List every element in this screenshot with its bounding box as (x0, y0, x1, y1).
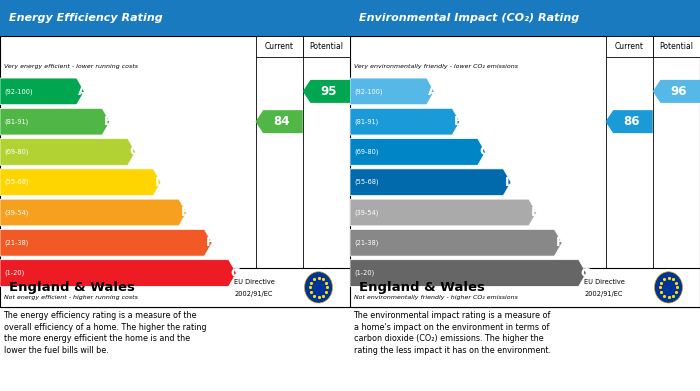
Polygon shape (350, 78, 434, 105)
Text: B: B (454, 115, 463, 128)
Polygon shape (350, 139, 486, 165)
Circle shape (654, 272, 682, 303)
Text: 95: 95 (321, 85, 337, 98)
Text: (55-68): (55-68) (4, 179, 29, 185)
Text: Current: Current (265, 42, 293, 51)
Polygon shape (0, 169, 161, 196)
Polygon shape (302, 80, 350, 103)
Text: England & Wales: England & Wales (358, 281, 484, 294)
Text: (1-20): (1-20) (4, 270, 25, 276)
Polygon shape (350, 199, 536, 226)
Text: (69-80): (69-80) (4, 149, 29, 155)
Text: (1-20): (1-20) (354, 270, 374, 276)
Text: B: B (104, 115, 113, 128)
Polygon shape (0, 108, 110, 135)
Bar (350, 0, 700, 36)
Text: (81-91): (81-91) (354, 118, 379, 125)
Polygon shape (350, 230, 562, 256)
Polygon shape (0, 78, 84, 105)
Text: (92-100): (92-100) (354, 88, 383, 95)
Polygon shape (652, 80, 700, 103)
Bar (0, 268, 350, 307)
Text: 2002/91/EC: 2002/91/EC (584, 291, 623, 298)
Bar (0, 36, 350, 307)
Text: (55-68): (55-68) (354, 179, 379, 185)
Bar (0, 0, 350, 36)
Text: Very energy efficient - lower running costs: Very energy efficient - lower running co… (4, 65, 137, 69)
Text: G: G (230, 267, 241, 280)
Text: (81-91): (81-91) (4, 118, 29, 125)
Text: 2002/91/EC: 2002/91/EC (234, 291, 273, 298)
Text: Not environmentally friendly - higher CO₂ emissions: Not environmentally friendly - higher CO… (354, 295, 517, 300)
Text: Environmental Impact (CO₂) Rating: Environmental Impact (CO₂) Rating (358, 13, 579, 23)
Polygon shape (350, 260, 587, 286)
Polygon shape (0, 199, 186, 226)
Text: (21-38): (21-38) (354, 240, 379, 246)
Text: Potential: Potential (659, 42, 694, 51)
Text: (39-54): (39-54) (354, 209, 379, 216)
Circle shape (304, 272, 332, 303)
Text: E: E (181, 206, 189, 219)
Text: C: C (130, 145, 139, 158)
Text: (69-80): (69-80) (354, 149, 379, 155)
Text: 96: 96 (671, 85, 687, 98)
Bar (606, 36, 652, 57)
Bar (302, 36, 350, 57)
Bar (652, 36, 700, 57)
Text: England & Wales: England & Wales (8, 281, 134, 294)
Polygon shape (606, 110, 652, 133)
Text: (21-38): (21-38) (4, 240, 29, 246)
Text: C: C (480, 145, 489, 158)
Text: A: A (428, 85, 438, 98)
Text: Current: Current (615, 42, 643, 51)
Text: The energy efficiency rating is a measure of the
overall efficiency of a home. T: The energy efficiency rating is a measur… (4, 311, 206, 355)
Text: Not energy efficient - higher running costs: Not energy efficient - higher running co… (4, 295, 137, 300)
Text: (92-100): (92-100) (4, 88, 33, 95)
Text: EU Directive: EU Directive (584, 278, 625, 285)
Text: The environmental impact rating is a measure of
a home's impact on the environme: The environmental impact rating is a mea… (354, 311, 551, 355)
Text: F: F (556, 236, 565, 249)
Polygon shape (0, 260, 237, 286)
Text: D: D (155, 176, 165, 189)
Text: EU Directive: EU Directive (234, 278, 275, 285)
Polygon shape (350, 169, 511, 196)
Text: F: F (206, 236, 215, 249)
Polygon shape (350, 108, 460, 135)
Text: G: G (580, 267, 591, 280)
Text: D: D (505, 176, 515, 189)
Bar (350, 268, 700, 307)
Text: 86: 86 (623, 115, 640, 128)
Polygon shape (0, 230, 212, 256)
Bar (256, 36, 302, 57)
Bar (350, 36, 700, 307)
Text: Very environmentally friendly - lower CO₂ emissions: Very environmentally friendly - lower CO… (354, 65, 517, 69)
Text: Potential: Potential (309, 42, 344, 51)
Text: A: A (78, 85, 88, 98)
Polygon shape (0, 139, 136, 165)
Text: Energy Efficiency Rating: Energy Efficiency Rating (8, 13, 162, 23)
Text: 84: 84 (273, 115, 290, 128)
Text: E: E (531, 206, 539, 219)
Polygon shape (256, 110, 302, 133)
Text: (39-54): (39-54) (4, 209, 29, 216)
